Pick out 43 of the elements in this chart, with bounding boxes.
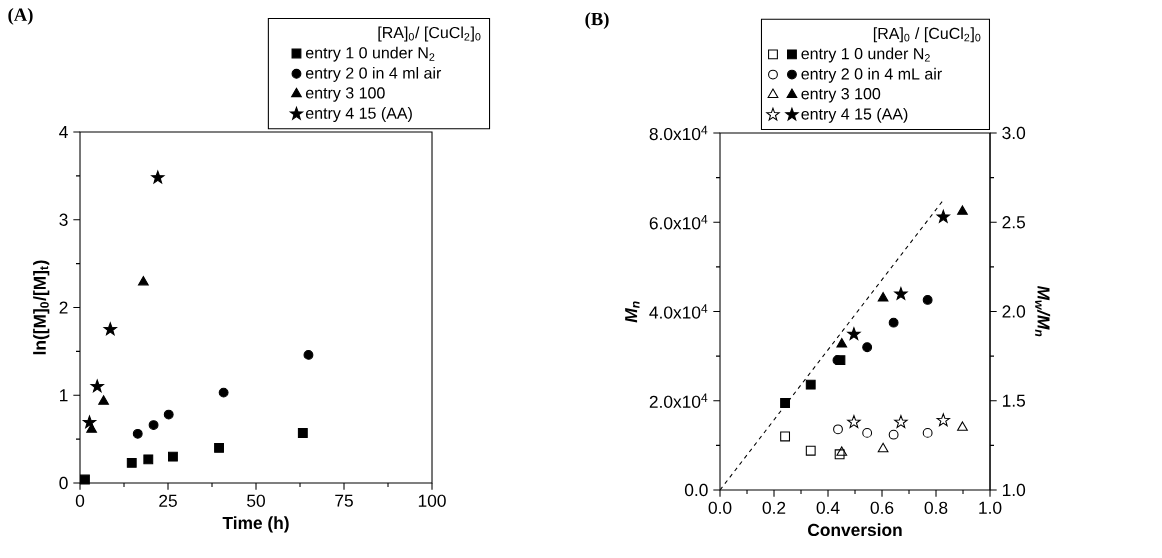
legend-title: [RA]$_{0}$ / [CuCl$_{2}$]$_{0}$ bbox=[873, 27, 981, 43]
x-tick-label: 100 bbox=[418, 494, 446, 507]
legend-label: entry 2 0 in 4 ml air bbox=[305, 67, 442, 82]
y2-tick-label: 3.0 bbox=[1002, 126, 1026, 140]
x-tick-label: 0.2 bbox=[762, 501, 786, 514]
legend-label: entry 4 15 (AA) bbox=[305, 107, 412, 123]
legend-label: entry 2 0 in 4 mL air bbox=[801, 67, 942, 83]
y-axis-title: ln([M]$_{0}$/[M]$_{t}$) bbox=[33, 260, 50, 355]
chart-title: (B) bbox=[585, 12, 609, 30]
legend-label: entry 1 0 under N$_{2}$ bbox=[305, 46, 435, 62]
x-tick-label: 75 bbox=[335, 494, 353, 507]
x-tick-label: 1.0 bbox=[979, 501, 1002, 514]
y-tick-label: 8.0x10$^{4}$ bbox=[649, 125, 708, 141]
legend-label: entry 1 0 under N$_{2}$ bbox=[801, 47, 930, 63]
y-tick-label: 4.0x10$^{4}$ bbox=[649, 304, 708, 319]
x-tick-label: 0.4 bbox=[816, 501, 840, 514]
x-tick-label: 0.8 bbox=[924, 501, 948, 514]
y-tick-label: 0 bbox=[59, 476, 68, 490]
y-axis-title: M$_{n}$ bbox=[625, 301, 640, 323]
legend-title: [RA]$_{0}$/ [CuCl$_{2}$]$_{0}$ bbox=[378, 26, 481, 42]
legend-label: entry 3 100 bbox=[801, 88, 881, 103]
legend-label: entry 3 100 bbox=[305, 87, 385, 102]
y2-tick-label: 2.0 bbox=[1002, 305, 1026, 318]
y-tick-label: 4 bbox=[59, 126, 68, 138]
y-tick-label: 2.0x10$^{4}$ bbox=[649, 393, 708, 408]
y2-tick-label: 1.0 bbox=[1002, 483, 1026, 497]
y2-tick-label: 1.5 bbox=[1002, 394, 1026, 407]
x-tick-label: 50 bbox=[247, 494, 265, 507]
chart-title: (A) bbox=[8, 7, 33, 25]
y-tick-label: 1 bbox=[60, 389, 68, 402]
y-tick-label: 2 bbox=[59, 301, 68, 314]
x-tick-label: 0.6 bbox=[870, 501, 894, 514]
x-tick-label: 0.0 bbox=[708, 501, 732, 514]
legend-label: entry 4 15 (AA) bbox=[801, 107, 908, 123]
x-tick-label: 0 bbox=[75, 494, 85, 507]
x-axis-title: Conversion bbox=[808, 523, 902, 537]
y-tick-label: 3 bbox=[59, 213, 68, 226]
y-tick-label: 0.0 bbox=[684, 483, 708, 497]
y2-tick-label: 2.5 bbox=[1002, 216, 1026, 229]
y-tick-label: 6.0x10$^{4}$ bbox=[649, 215, 708, 230]
x-axis-title: Time (h) bbox=[222, 516, 289, 533]
y2-axis-title: M$_{w}$/M$_{n}$ bbox=[1035, 285, 1051, 337]
x-tick-label: 25 bbox=[159, 494, 177, 507]
